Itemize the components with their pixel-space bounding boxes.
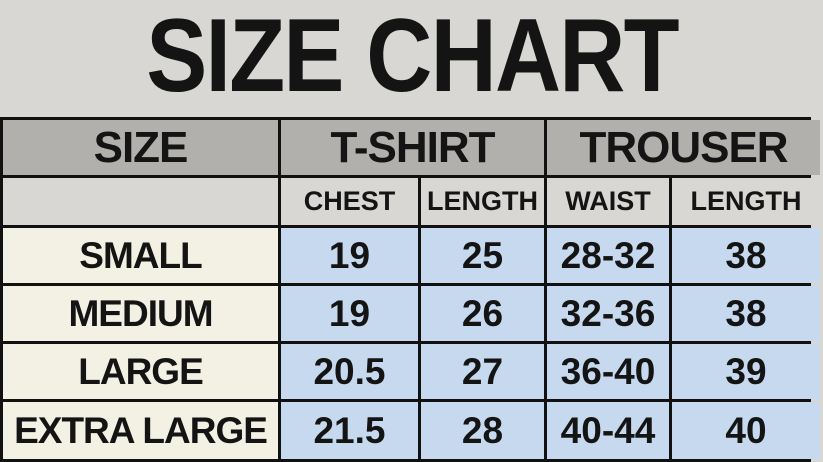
value-medium-trouser-length: 38 [672,286,820,341]
size-label-large: LARGE [3,344,278,399]
size-label-small: SMALL [3,228,278,283]
value-large-waist: 36-40 [547,344,669,399]
value-large-chest: 20.5 [281,344,418,399]
size-chart-table: SIZE T-SHIRT TROUSER CHEST LENGTH WAIST … [0,117,820,462]
value-small-chest: 19 [281,228,418,283]
value-small-trouser-length: 38 [672,228,820,283]
header-trouser: TROUSER [547,120,820,175]
value-extra-large-trouser-length: 40 [672,402,820,459]
value-medium-tshirt-length: 26 [421,286,544,341]
subheader-empty [3,178,278,225]
subheader-trouser-length: LENGTH [672,178,820,225]
value-extra-large-tshirt-length: 28 [421,402,544,459]
subheader-tshirt-length: LENGTH [421,178,544,225]
title-band: SIZE CHART [0,0,823,117]
header-tshirt: T-SHIRT [281,120,544,175]
page-title: SIZE CHART [145,0,679,114]
size-label-medium: MEDIUM [3,286,278,341]
subheader-tshirt-chest: CHEST [281,178,418,225]
value-extra-large-chest: 21.5 [281,402,418,459]
value-medium-chest: 19 [281,286,418,341]
size-label-extra-large: EXTRA LARGE [3,402,278,459]
value-large-tshirt-length: 27 [421,344,544,399]
subheader-trouser-waist: WAIST [547,178,669,225]
value-small-waist: 28-32 [547,228,669,283]
value-extra-large-waist: 40-44 [547,402,669,459]
value-large-trouser-length: 39 [672,344,820,399]
value-medium-waist: 32-36 [547,286,669,341]
value-small-tshirt-length: 25 [421,228,544,283]
header-size: SIZE [3,120,278,175]
